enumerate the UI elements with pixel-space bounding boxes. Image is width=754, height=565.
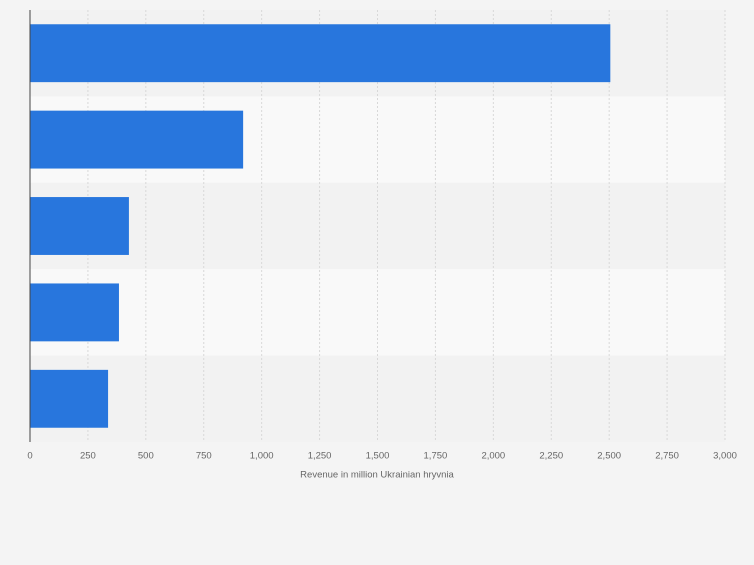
bar [30, 110, 244, 169]
bar [30, 24, 611, 83]
x-tick-label: 2,250 [539, 451, 563, 462]
x-tick-label: 2,750 [655, 451, 679, 462]
x-tick-label: 3,000 [713, 451, 737, 462]
x-axis-label: Revenue in million Ukrainian hryvnia [300, 470, 454, 481]
x-tick-label: 2,500 [597, 451, 621, 462]
x-tick-label: 0 [27, 451, 32, 462]
x-tick-label: 1,500 [366, 451, 390, 462]
x-tick-label: 1,000 [250, 451, 274, 462]
x-tick-label: 250 [80, 451, 96, 462]
bar [30, 197, 129, 255]
x-tick-label: 2,000 [481, 451, 505, 462]
bar [30, 369, 109, 428]
bar [30, 283, 119, 342]
x-tick-label: 750 [196, 451, 212, 462]
x-tick-label: 500 [138, 451, 154, 462]
x-tick-label: 1,750 [424, 451, 448, 462]
x-tick-label: 1,250 [308, 451, 332, 462]
